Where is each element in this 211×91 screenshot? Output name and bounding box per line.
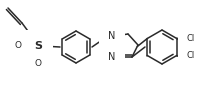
Text: Cl: Cl <box>187 51 195 60</box>
Text: O: O <box>35 60 42 69</box>
Text: O: O <box>15 41 22 51</box>
Text: S: S <box>34 41 42 51</box>
Text: Cl: Cl <box>187 34 195 43</box>
Text: N: N <box>108 31 116 41</box>
Text: N: N <box>108 52 116 62</box>
